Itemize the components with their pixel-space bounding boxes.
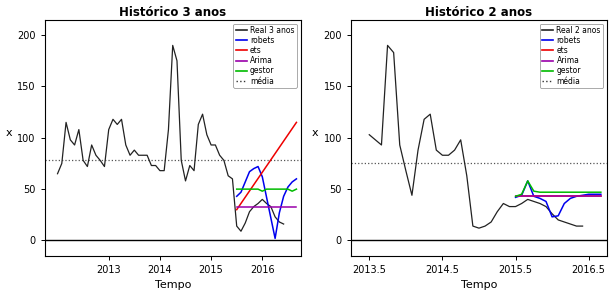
- Y-axis label: x: x: [6, 128, 12, 138]
- Legend: Real 2 anos, robets, ets, Arima, gestor, média: Real 2 anos, robets, ets, Arima, gestor,…: [540, 24, 603, 88]
- Title: Histórico 3 anos: Histórico 3 anos: [119, 6, 227, 19]
- Y-axis label: x: x: [312, 128, 319, 138]
- Title: Histórico 2 anos: Histórico 2 anos: [426, 6, 532, 19]
- X-axis label: Tempo: Tempo: [155, 280, 191, 290]
- Legend: Real 3 anos, robets, ets, Arima, gestor, média: Real 3 anos, robets, ets, Arima, gestor,…: [233, 24, 297, 88]
- X-axis label: Tempo: Tempo: [460, 280, 497, 290]
